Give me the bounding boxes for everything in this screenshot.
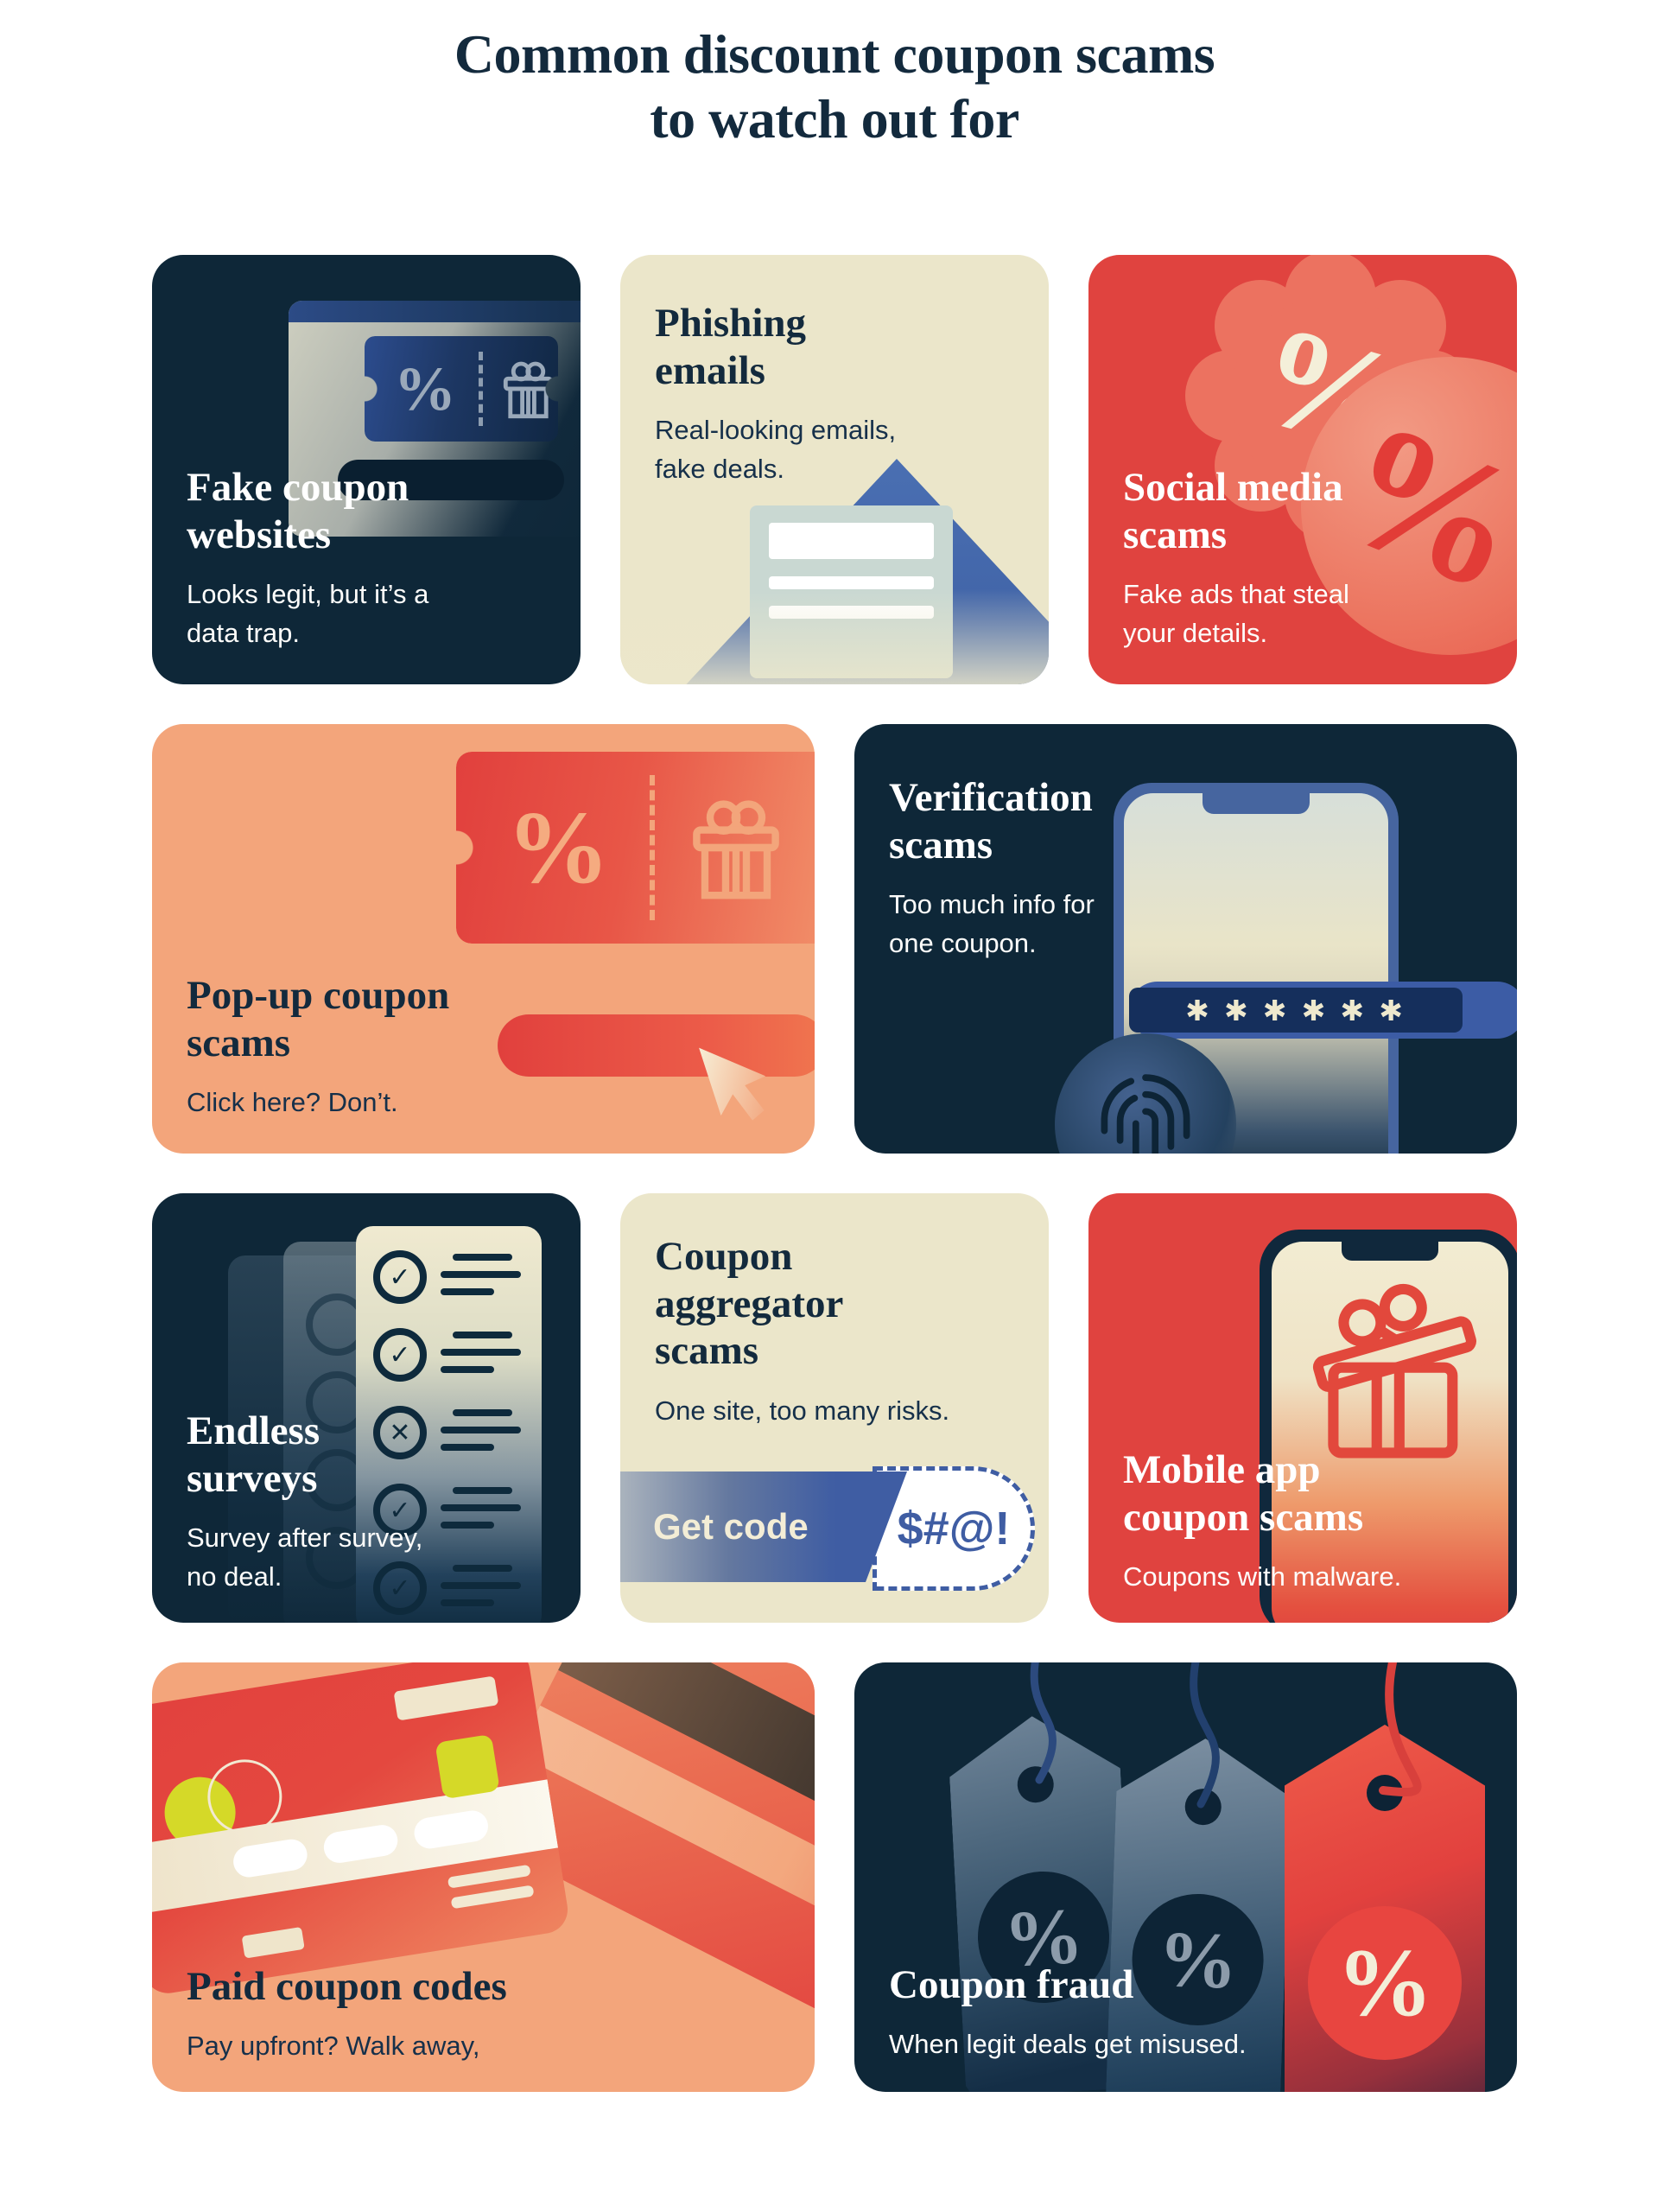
card-title: Coupon aggregator scams	[655, 1234, 844, 1374]
check-circle-icon: ✓	[373, 1250, 427, 1304]
garbled-code-text: $#@!	[897, 1503, 1011, 1554]
card-title: Paid coupon codes	[187, 1963, 507, 2009]
card-title: Social media scams	[1123, 465, 1343, 557]
survey-row: ✓	[373, 1484, 524, 1539]
card-title: Verification scams	[889, 775, 1093, 868]
card-title: Fake coupon websites	[187, 465, 409, 557]
survey-row: ✓	[373, 1328, 524, 1383]
percent-icon: %	[506, 790, 610, 905]
phone-notch	[1342, 1242, 1438, 1261]
gift-icon	[693, 800, 779, 899]
credit-card-front-icon	[152, 1662, 572, 1997]
cursor-icon	[699, 1047, 766, 1121]
letter-text-line	[769, 576, 934, 589]
card-mobile-app-coupon-scams: Mobile app coupon scams Coupons with mal…	[1088, 1193, 1517, 1623]
card-fake-coupon-websites: % Fake coupon websites Looks legit, but …	[152, 255, 581, 684]
card-body: One site, too many risks.	[655, 1395, 950, 1426]
survey-text-lines	[441, 1484, 524, 1539]
card-coupon-fraud: % % %	[854, 1662, 1517, 2092]
card-body: Coupons with malware.	[1123, 1561, 1402, 1592]
coupon-perforation	[479, 352, 483, 426]
card-title: Mobile app coupon scams	[1123, 1447, 1364, 1540]
phone-illustration	[1260, 1230, 1517, 1623]
card-paid-coupon-codes: Paid coupon codes Pay upfront? Walk away…	[152, 1662, 815, 2092]
coupon-ticket-icon: %	[456, 752, 815, 944]
get-code-button-illustration: Get code	[620, 1471, 907, 1582]
card-body: Real-looking emails, fake deals.	[655, 415, 897, 484]
percent-icon: %	[1336, 1929, 1433, 2037]
password-mask-text: ✱ ✱ ✱ ✱ ✱ ✱	[1185, 994, 1406, 1027]
card-body: When legit deals get misused.	[889, 2029, 1247, 2060]
card-social-media-scams: % % Social media scams Fake ads that ste…	[1088, 255, 1517, 684]
tag-discount-circle: %	[1308, 1906, 1462, 2060]
password-field-illustration: ✱ ✱ ✱ ✱ ✱ ✱	[1129, 988, 1463, 1033]
card-coupon-aggregator-scams: $#@! Get code Coupon aggregator scams On…	[620, 1193, 1049, 1623]
survey-sheet-front: ✓ ✓ ✕ ✓ ✓	[356, 1226, 542, 1623]
tag-hole	[1184, 1788, 1222, 1825]
survey-text-lines	[441, 1561, 524, 1617]
survey-text-lines	[441, 1328, 524, 1383]
survey-row: ✕	[373, 1406, 524, 1461]
coupon-perforation	[650, 775, 655, 920]
card-body: Click here? Don’t.	[187, 1087, 398, 1118]
card-yellow-square	[435, 1733, 500, 1800]
card-verification-scams: ✱ ✱ ✱ ✱ ✱ ✱ Verification scams	[854, 724, 1517, 1154]
card-title: Pop-up coupon scams	[187, 973, 450, 1065]
card-body: Looks legit, but it’s a data trap.	[187, 579, 429, 649]
coupon-ticket-icon: %	[365, 336, 558, 442]
tag-hole	[1017, 1765, 1055, 1803]
card-popup-coupon-scams: %	[152, 724, 815, 1154]
card-body: Fake ads that steal your details.	[1123, 579, 1349, 649]
letter-text-block	[769, 523, 934, 559]
check-circle-icon: ✓	[373, 1484, 427, 1537]
get-code-label: Get code	[653, 1506, 809, 1547]
popup-button-illustration	[498, 1014, 815, 1077]
check-circle-icon: ✓	[373, 1561, 427, 1615]
gift-icon	[503, 361, 554, 419]
envelope-fade	[620, 589, 1049, 684]
card-body: Survey after survey, no deal.	[187, 1522, 423, 1592]
card-body: Pay upfront? Walk away,	[187, 2031, 480, 2062]
coupon-stub-illustration: $#@!	[873, 1466, 1035, 1591]
card-body: Too much info for one coupon.	[889, 889, 1095, 958]
survey-text-lines	[441, 1406, 524, 1461]
check-circle-icon: ✓	[373, 1328, 427, 1382]
cross-circle-icon: ✕	[373, 1406, 427, 1459]
card-detail-line	[450, 1885, 535, 1910]
website-button-illustration	[338, 460, 564, 500]
card-title: Coupon fraud	[889, 1961, 1134, 2007]
card-detail-rect	[241, 1926, 305, 1959]
card-phishing-emails: Phishing emails Real-looking emails, fak…	[620, 255, 1049, 684]
card-grid: % Fake coupon websites Looks legit, but …	[0, 255, 1669, 2092]
survey-row: ✓	[373, 1561, 524, 1617]
gift-icon	[1312, 1283, 1476, 1459]
phone-notch	[1203, 793, 1310, 814]
card-title: Endless surveys	[187, 1408, 320, 1501]
card-detail-line	[447, 1864, 531, 1889]
card-endless-surveys: ✓ ✓ ✕ ✓ ✓	[152, 1193, 581, 1623]
survey-text-lines	[441, 1250, 524, 1306]
browser-titlebar	[289, 301, 581, 322]
page-title: Common discount coupon scams to watch ou…	[454, 23, 1215, 149]
percent-icon: %	[394, 353, 456, 423]
tag-hole	[1367, 1775, 1403, 1811]
card-top-bar	[393, 1675, 499, 1721]
survey-row: ✓	[373, 1250, 524, 1306]
card-title: Phishing emails	[655, 301, 807, 393]
